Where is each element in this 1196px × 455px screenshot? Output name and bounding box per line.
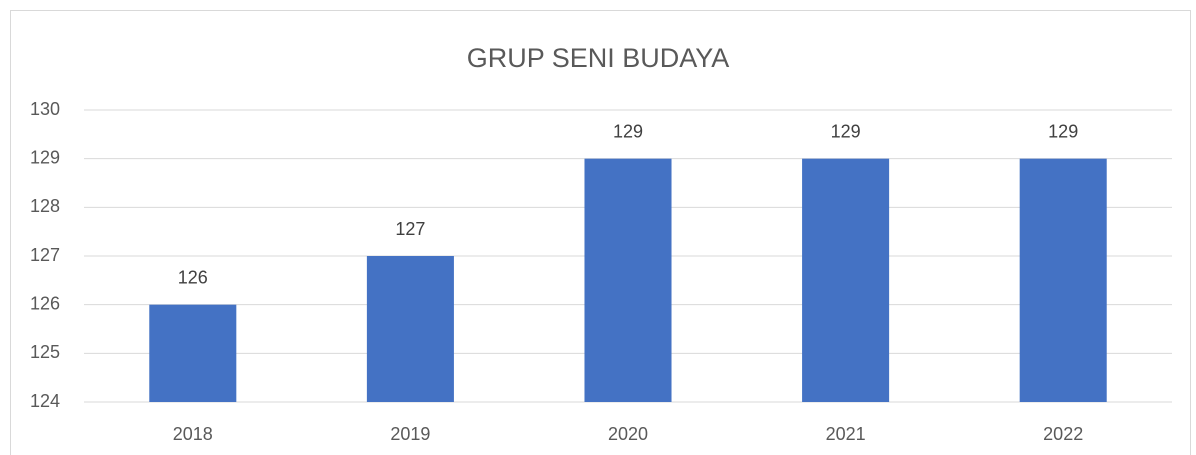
bar [366,256,454,402]
x-tick-label: 2018 [173,424,213,444]
bar [584,158,672,402]
bar [1019,158,1107,402]
bar [149,304,237,402]
data-label: 129 [613,121,643,141]
y-tick-label: 127 [30,245,60,265]
chart-title: GRUP SENI BUDAYA [467,43,730,73]
x-tick-label: 2021 [826,424,866,444]
y-tick-label: 125 [30,342,60,362]
x-tick-label: 2019 [390,424,430,444]
data-label: 126 [178,267,208,287]
y-tick-label: 124 [30,391,60,411]
x-tick-label: 2020 [608,424,648,444]
y-tick-label: 130 [30,99,60,119]
y-tick-label: 128 [30,196,60,216]
y-tick-label: 129 [30,147,60,167]
bar [802,158,890,402]
data-label: 127 [395,219,425,239]
data-label: 129 [1048,121,1078,141]
y-tick-label: 126 [30,293,60,313]
data-label: 129 [831,121,861,141]
x-tick-label: 2022 [1043,424,1083,444]
